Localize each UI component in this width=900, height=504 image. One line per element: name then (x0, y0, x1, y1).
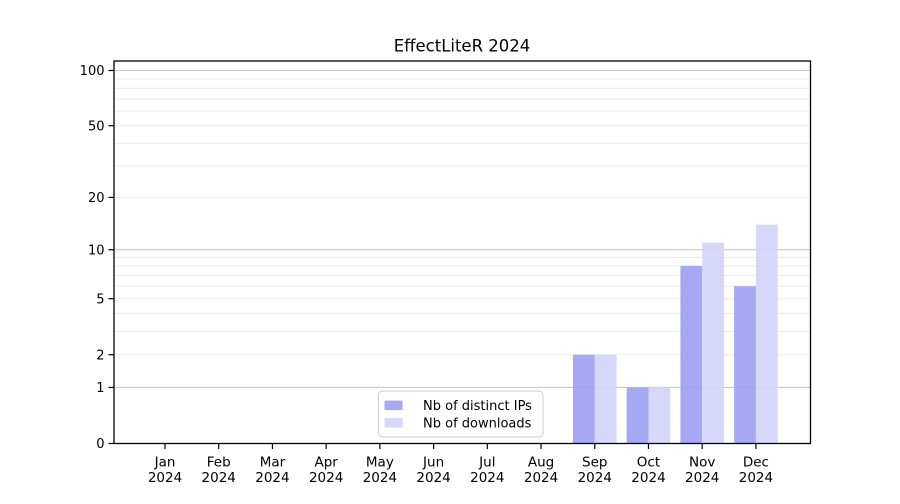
bar-nb-of-downloads-sep (594, 354, 617, 444)
x-tick-label-year: 2024 (363, 470, 397, 486)
x-tick-label-month: Mar (260, 455, 286, 471)
x-tick-label-month: Oct (637, 455, 660, 471)
x-tick-label-year: 2024 (202, 470, 236, 486)
x-tick-label-year: 2024 (148, 470, 182, 486)
x-tick-label-year: 2024 (685, 470, 719, 486)
x-tick-label-year: 2024 (631, 470, 665, 486)
x-tick-label-year: 2024 (578, 470, 612, 486)
x-tick-label-month: Jan (154, 455, 176, 471)
plot-border (113, 60, 812, 445)
x-tick-label-year: 2024 (255, 470, 289, 486)
bar-nb-of-downloads-oct (648, 387, 671, 444)
x-tick-label-month: Apr (314, 455, 338, 471)
bar-nb-of-distinct-ips-sep (572, 354, 595, 444)
x-axis: Jan2024Feb2024Mar2024Apr2024May2024Jun20… (148, 443, 773, 486)
bar-nb-of-distinct-ips-nov (680, 265, 703, 444)
y-tick-label: 5 (96, 292, 104, 307)
y-tick-label: 50 (88, 119, 105, 134)
minor-gridlines (114, 78, 811, 356)
y-tick-label: 100 (80, 64, 105, 79)
x-tick-label-year: 2024 (309, 470, 343, 486)
bar-nb-of-downloads-nov (702, 242, 724, 444)
y-axis: 0 1 2 5 10 20 50 100 (80, 64, 114, 452)
y-tick-label: 2 (96, 348, 104, 363)
legend-swatch-downloads (384, 418, 403, 428)
x-tick-label-month: Feb (207, 455, 231, 471)
y-tick-label: 0 (96, 437, 104, 452)
legend: Nb of distinct IPs Nb of downloads (378, 390, 544, 438)
x-tick-label-month: Nov (689, 455, 715, 471)
x-tick-label-month: Sep (582, 455, 607, 471)
bar-nb-of-downloads-dec (755, 224, 778, 444)
x-tick-label-month: Dec (743, 455, 769, 471)
y-tick-label: 10 (88, 243, 105, 258)
legend-box (378, 390, 544, 438)
x-tick-label-year: 2024 (524, 470, 558, 486)
x-tick-label-year: 2024 (739, 470, 773, 486)
x-tick-label-month: May (366, 455, 394, 471)
bar-series (572, 224, 778, 444)
x-tick-label-year: 2024 (416, 470, 450, 486)
x-tick-label-month: Aug (528, 455, 554, 471)
chart-title: EffectLiteR 2024 (394, 37, 531, 56)
x-tick-label-month: Jun (422, 455, 444, 471)
bar-nb-of-distinct-ips-dec (734, 286, 756, 444)
y-tick-label: 20 (88, 191, 105, 206)
x-tick-label-month: Jul (478, 455, 495, 471)
bar-nb-of-distinct-ips-oct (626, 387, 649, 444)
legend-swatch-distinct-ips (384, 400, 403, 411)
x-tick-label-year: 2024 (470, 470, 504, 486)
y-tick-label: 1 (96, 381, 104, 396)
legend-label-downloads: Nb of downloads (423, 416, 532, 431)
legend-label-distinct-ips: Nb of distinct IPs (423, 399, 532, 414)
